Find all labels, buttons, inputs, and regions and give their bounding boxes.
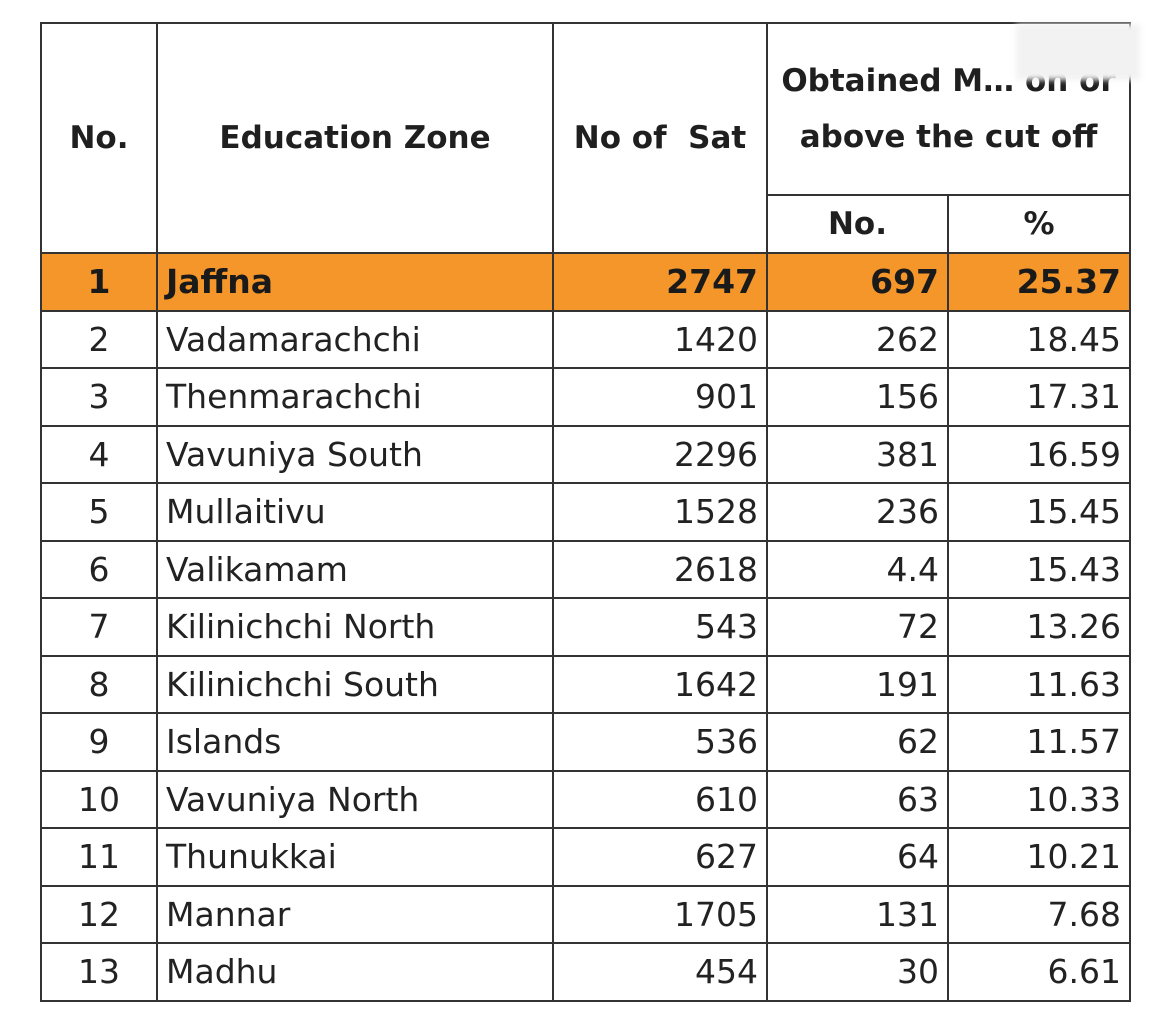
cell-obtained-no: 63 <box>766 769 949 829</box>
cell-no-of-sat: 610 <box>552 769 768 829</box>
cell-obtained-percent: 15.45 <box>946 482 1132 542</box>
cell-no-of-sat: 1705 <box>552 884 768 944</box>
cell-education-zone: Kilinichchi South <box>156 654 554 714</box>
results-table: No. Education Zone No of Sat Obtained M…… <box>40 22 1132 1002</box>
cell-no-of-sat: 1528 <box>552 482 768 542</box>
cell-obtained-percent: 11.63 <box>946 654 1132 714</box>
table-body: 1 Jaffna 2747 697 25.37 2 Vadamarachchi 1420 262… <box>40 252 1132 1002</box>
table-row: 11 Thunukkai 627 64 10.21 <box>40 827 1132 887</box>
table-row: 2 Vadamarachchi 1420 262 18.45 <box>40 309 1132 369</box>
cell-no: 7 <box>40 597 158 657</box>
cell-education-zone: Vavuniya South <box>156 424 554 484</box>
cell-obtained-no: 191 <box>766 654 949 714</box>
cell-no-of-sat: 1420 <box>552 309 768 369</box>
table-header: No. Education Zone No of Sat Obtained M…… <box>40 22 1132 254</box>
table-row: 1 Jaffna 2747 697 25.37 <box>40 252 1132 312</box>
cell-education-zone: Thenmarachchi <box>156 367 554 427</box>
cell-no: 8 <box>40 654 158 714</box>
table-row: 6 Valikamam 2618 4.4 15.43 <box>40 539 1132 599</box>
cell-obtained-no: 72 <box>766 597 949 657</box>
cell-education-zone: Mullaitivu <box>156 482 554 542</box>
cell-obtained-no: 381 <box>766 424 949 484</box>
cell-no-of-sat: 543 <box>552 597 768 657</box>
cell-education-zone: Jaffna <box>156 252 554 312</box>
cell-education-zone: Vavuniya North <box>156 769 554 829</box>
cell-obtained-percent: 18.45 <box>946 309 1132 369</box>
table-row: 13 Madhu 454 30 6.61 <box>40 942 1132 1002</box>
cell-no-of-sat: 901 <box>552 367 768 427</box>
cell-obtained-no: 262 <box>766 309 949 369</box>
header-obtained-marks: Obtained M… on or above the cut off <box>765 22 1132 196</box>
cell-no: 2 <box>40 309 158 369</box>
header-obtained-percent: % <box>946 194 1132 254</box>
cell-obtained-no: 4.4 <box>766 539 949 599</box>
table-row: 4 Vavuniya South 2296 381 16.59 <box>40 424 1132 484</box>
cell-no: 3 <box>40 367 158 427</box>
cell-obtained-no: 697 <box>766 252 949 312</box>
cell-obtained-percent: 10.33 <box>946 769 1132 829</box>
header-obtained-no: No. <box>766 194 949 254</box>
cell-obtained-percent: 11.57 <box>946 712 1132 772</box>
cell-obtained-percent: 16.59 <box>946 424 1132 484</box>
cell-obtained-percent: 13.26 <box>946 597 1132 657</box>
cell-no: 13 <box>40 942 158 1002</box>
cell-no-of-sat: 2618 <box>552 539 768 599</box>
table-row: 5 Mullaitivu 1528 236 15.45 <box>40 482 1132 542</box>
cell-obtained-percent: 7.68 <box>946 884 1132 944</box>
table-row: 8 Kilinichchi South 1642 191 11.63 <box>40 654 1132 714</box>
cell-no: 9 <box>40 712 158 772</box>
cell-obtained-no: 131 <box>766 884 949 944</box>
cell-obtained-percent: 10.21 <box>946 827 1132 887</box>
cell-no: 11 <box>40 827 158 887</box>
erased-region-header <box>1016 24 1140 80</box>
header-education-zone: Education Zone <box>156 22 554 254</box>
cell-obtained-percent: 17.31 <box>946 367 1132 427</box>
table-row: 12 Mannar 1705 131 7.68 <box>40 884 1132 944</box>
cell-no-of-sat: 1642 <box>552 654 768 714</box>
cell-obtained-no: 156 <box>766 367 949 427</box>
table-row: 7 Kilinichchi North 543 72 13.26 <box>40 597 1132 657</box>
cell-obtained-no: 236 <box>766 482 949 542</box>
cell-obtained-no: 64 <box>766 827 949 887</box>
results-table-container: No. Education Zone No of Sat Obtained M…… <box>40 22 1132 1002</box>
table-row: 10 Vavuniya North 610 63 10.33 <box>40 769 1132 829</box>
cell-obtained-percent: 25.37 <box>946 252 1132 312</box>
cell-no: 4 <box>40 424 158 484</box>
cell-obtained-no: 62 <box>766 712 949 772</box>
cell-no: 1 <box>40 252 158 312</box>
cell-no-of-sat: 2747 <box>552 252 768 312</box>
cell-no: 6 <box>40 539 158 599</box>
cell-no: 10 <box>40 769 158 829</box>
header-no: No. <box>40 22 158 254</box>
cell-education-zone: Madhu <box>156 942 554 1002</box>
cell-obtained-percent: 15.43 <box>946 539 1132 599</box>
cell-no-of-sat: 627 <box>552 827 768 887</box>
cell-no: 5 <box>40 482 158 542</box>
cell-obtained-no: 30 <box>766 942 949 1002</box>
table-row: 9 Islands 536 62 11.57 <box>40 712 1132 772</box>
cell-education-zone: Valikamam <box>156 539 554 599</box>
cell-no-of-sat: 536 <box>552 712 768 772</box>
cell-education-zone: Mannar <box>156 884 554 944</box>
cell-education-zone: Vadamarachchi <box>156 309 554 369</box>
cell-no-of-sat: 2296 <box>552 424 768 484</box>
cell-education-zone: Kilinichchi North <box>156 597 554 657</box>
header-no-of-sat: No of Sat <box>552 22 768 254</box>
cell-obtained-percent: 6.61 <box>946 942 1132 1002</box>
cell-education-zone: Thunukkai <box>156 827 554 887</box>
cell-no-of-sat: 454 <box>552 942 768 1002</box>
table-row: 3 Thenmarachchi 901 156 17.31 <box>40 367 1132 427</box>
cell-education-zone: Islands <box>156 712 554 772</box>
cell-no: 12 <box>40 884 158 944</box>
